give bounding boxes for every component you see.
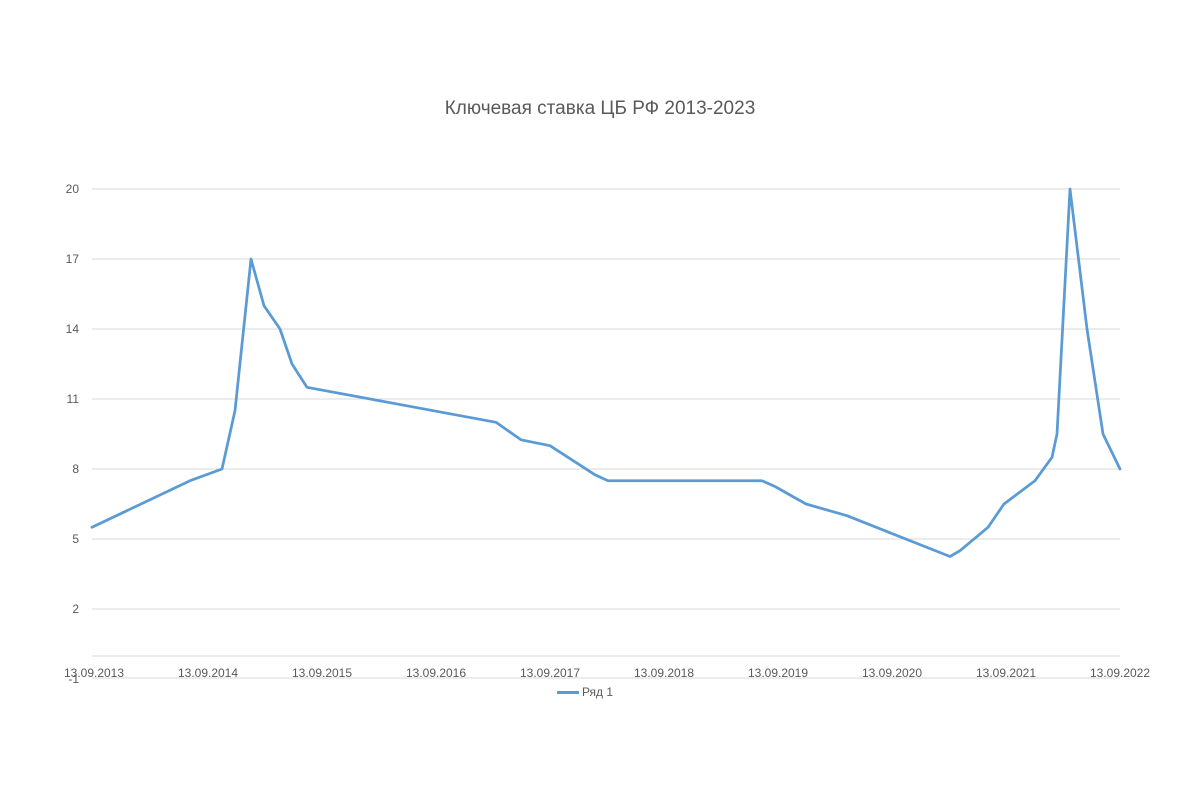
x-tick-label: 13.09.2020	[862, 666, 922, 680]
y-tick-label: 11	[67, 392, 80, 406]
y-tick-label: 5	[72, 532, 79, 546]
x-tick-label: 13.09.2021	[976, 666, 1036, 680]
y-tick-label: -1	[68, 672, 79, 686]
legend-label: Ряд 1	[581, 685, 614, 699]
x-tick-label: 13.09.2018	[634, 666, 694, 680]
series-line-ryad-1	[90, 187, 1122, 558]
x-tick-label: 13.09.2013	[64, 666, 124, 680]
x-tick-label: 13.09.2022	[1090, 666, 1150, 680]
y-tick-label: 14	[66, 322, 80, 336]
x-tick-label: 13.09.2014	[178, 666, 238, 680]
x-tick-label: 13.09.2015	[292, 666, 352, 680]
legend-line-icon	[556, 690, 579, 694]
y-tick-label: 17	[66, 252, 80, 266]
legend: Ряд 1	[0, 685, 1200, 699]
y-tick-label: 8	[72, 462, 79, 476]
x-tick-label: 13.09.2016	[406, 666, 466, 680]
y-axis-ticks: 2 5 8 11 14 17 20 -1	[66, 182, 80, 686]
x-tick-label: 13.09.2017	[520, 666, 580, 680]
y-tick-label: 2	[72, 602, 79, 616]
gridlines	[92, 188, 1120, 657]
chart-title: Ключевая ставка ЦБ РФ 2013-2023	[444, 98, 756, 119]
x-axis: 13.09.2013 13.09.2014 13.09.2015 13.09.2016…	[64, 666, 1150, 680]
y-tick-label: 20	[66, 182, 80, 196]
x-tick-label: 13.09.2019	[748, 666, 808, 680]
